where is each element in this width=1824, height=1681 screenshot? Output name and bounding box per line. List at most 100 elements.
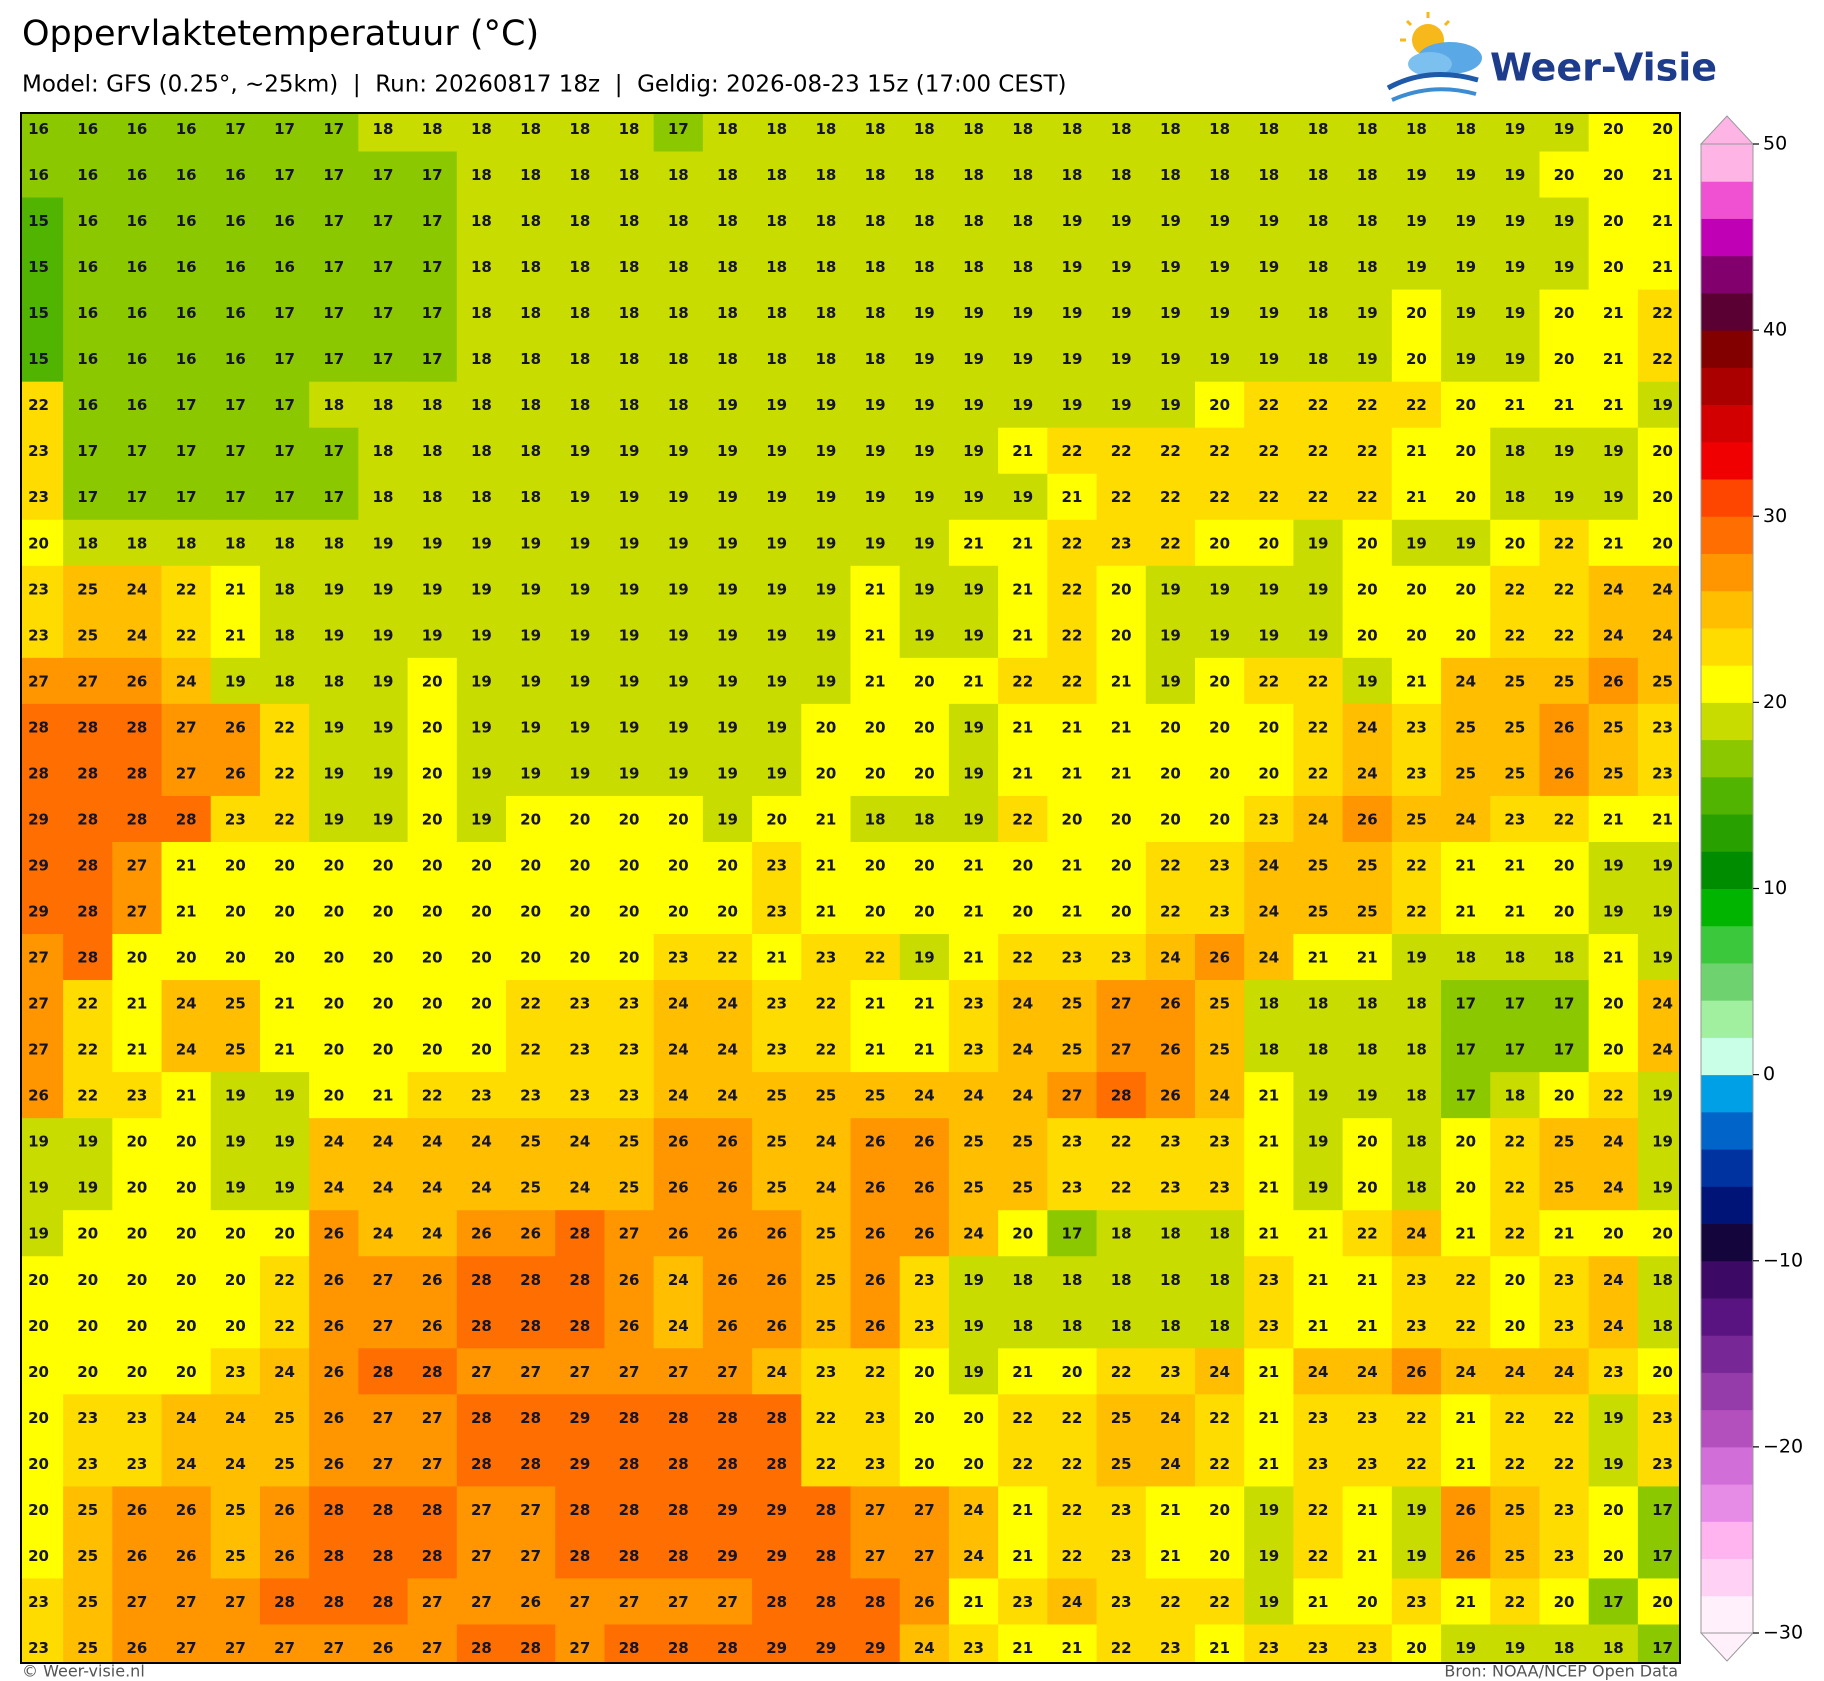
temperature-cell — [555, 1348, 606, 1395]
temperature-cell — [653, 565, 704, 613]
temperature-cell — [1244, 1302, 1295, 1349]
temperature-label: 27 — [569, 1363, 590, 1381]
temperature-label: 22 — [1357, 488, 1378, 506]
temperature-cell — [948, 1532, 999, 1580]
temperature-label: 24 — [1160, 1455, 1181, 1473]
temperature-label: 19 — [668, 672, 689, 690]
temperature-cell — [1145, 473, 1196, 521]
temperature-cell — [1391, 335, 1442, 383]
colorbar-tick-label: 20 — [1763, 691, 1787, 713]
temperature-label: 24 — [422, 1179, 443, 1197]
temperature-label: 19 — [1504, 304, 1525, 322]
temperature-label: 19 — [865, 396, 886, 414]
temperature-cell — [358, 243, 409, 291]
temperature-label: 20 — [422, 1041, 443, 1059]
temperature-label: 21 — [963, 903, 984, 921]
temperature-label: 19 — [815, 396, 836, 414]
temperature-label: 19 — [1012, 350, 1033, 368]
temperature-label: 20 — [1554, 350, 1575, 368]
temperature-label: 17 — [274, 442, 295, 460]
temperature-cell — [604, 335, 655, 383]
temperature-label: 16 — [274, 258, 295, 276]
temperature-cell — [1047, 1486, 1098, 1534]
temperature-cell — [407, 1210, 458, 1257]
temperature-label: 18 — [373, 442, 394, 460]
temperature-cell — [1637, 749, 1680, 797]
temperature-label: 20 — [176, 949, 197, 967]
temperature-label: 18 — [471, 396, 492, 414]
temperature-label: 16 — [126, 304, 147, 322]
temperature-label: 27 — [323, 1639, 344, 1657]
temperature-cell — [1293, 703, 1344, 751]
temperature-cell — [752, 1210, 802, 1257]
temperature-label: 18 — [471, 488, 492, 506]
temperature-cell — [1293, 1118, 1344, 1165]
temperature-cell — [407, 703, 458, 751]
temperature-label: 18 — [225, 534, 246, 552]
temperature-label: 28 — [471, 1317, 492, 1335]
temperature-cell — [1588, 1118, 1639, 1165]
temperature-cell — [850, 703, 901, 751]
temperature-cell — [1244, 1394, 1295, 1441]
temperature-cell — [1588, 1072, 1639, 1119]
temperature-label: 28 — [619, 1409, 640, 1427]
temperature-cell — [998, 749, 1048, 797]
temperature-cell — [358, 888, 409, 935]
temperature-label: 18 — [1652, 1271, 1673, 1289]
temperature-cell — [899, 289, 950, 337]
temperature-label: 24 — [1308, 1363, 1329, 1381]
temperature-label: 20 — [1012, 856, 1033, 874]
temperature-cell — [259, 1532, 310, 1580]
temperature-cell — [407, 1302, 458, 1349]
temperature-label: 20 — [422, 810, 443, 828]
temperature-label: 28 — [77, 949, 98, 967]
temperature-label: 27 — [373, 1271, 394, 1289]
temperature-label: 22 — [77, 1087, 98, 1105]
temperature-label: 19 — [1111, 396, 1132, 414]
temperature-cell — [1096, 980, 1147, 1027]
temperature-label: 21 — [126, 1041, 147, 1059]
temperature-cell — [161, 841, 212, 889]
temperature-cell — [752, 113, 802, 153]
temperature-label: 26 — [520, 1593, 541, 1611]
temperature-label: 18 — [668, 350, 689, 368]
temperature-cell — [161, 980, 212, 1027]
temperature-label: 28 — [471, 1271, 492, 1289]
temperature-cell — [1588, 151, 1639, 199]
temperature-cell — [112, 1486, 163, 1534]
temperature-label: 23 — [225, 810, 246, 828]
temperature-cell — [161, 1578, 212, 1626]
temperature-cell — [1391, 197, 1442, 245]
temperature-label: 25 — [225, 995, 246, 1013]
temperature-label: 19 — [1062, 304, 1083, 322]
colorbar-swatch — [1701, 255, 1753, 294]
temperature-label: 22 — [1504, 1179, 1525, 1197]
temperature-label: 22 — [1504, 1455, 1525, 1473]
temperature-label: 19 — [1406, 258, 1427, 276]
temperature-label: 19 — [766, 534, 787, 552]
temperature-cell — [112, 1532, 163, 1580]
temperature-label: 28 — [520, 1409, 541, 1427]
temperature-cell — [899, 197, 950, 245]
temperature-cell — [21, 1394, 64, 1441]
temperature-label: 23 — [77, 1455, 98, 1473]
temperature-cell — [1244, 113, 1295, 153]
temperature-cell — [21, 335, 64, 383]
temperature-cell — [1637, 934, 1680, 981]
temperature-cell — [1194, 519, 1245, 567]
temperature-cell — [1096, 1118, 1147, 1165]
temperature-label: 21 — [1603, 810, 1624, 828]
temperature-cell — [1588, 980, 1639, 1027]
temperature-label: 17 — [1504, 995, 1525, 1013]
temperature-label: 16 — [176, 166, 197, 184]
temperature-cell — [1637, 1164, 1680, 1211]
temperature-cell — [506, 519, 556, 567]
temperature-label: 19 — [1062, 258, 1083, 276]
temperature-label: 19 — [1554, 258, 1575, 276]
temperature-cell — [210, 657, 261, 705]
temperature-cell — [1539, 611, 1590, 659]
temperature-label: 20 — [126, 1133, 147, 1151]
temperature-cell — [1588, 1486, 1639, 1534]
temperature-cell — [1539, 1578, 1590, 1626]
temperature-cell — [555, 1302, 606, 1349]
